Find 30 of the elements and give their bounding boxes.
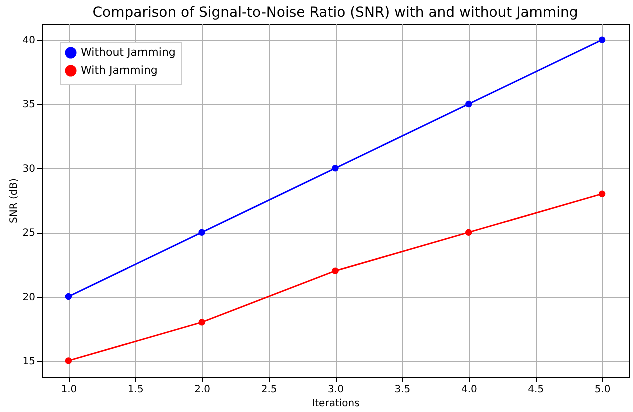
y-tick-label: 15	[22, 356, 36, 368]
x-tick-label: 5.0	[594, 384, 611, 396]
y-tick-label: 30	[22, 164, 36, 175]
y-tick-label: 35	[22, 100, 36, 111]
point	[598, 190, 606, 198]
x-tick-label: 2.5	[261, 384, 278, 396]
x-tick-label: 4.0	[461, 384, 478, 396]
point	[466, 100, 472, 108]
point	[65, 293, 72, 300]
chart-title: Comparison of Signal-to-Noise Ratio (SNR) with and without Jamming	[92, 5, 578, 21]
point	[198, 319, 206, 326]
x-tick-label: 3.0	[328, 384, 344, 396]
point	[598, 36, 606, 44]
x-tick-label: 2.0	[194, 384, 211, 396]
legend-label: Without Jamming	[81, 46, 176, 59]
x-axis-title: Iterations	[312, 398, 360, 410]
x-tick-label: 4.5	[528, 384, 544, 396]
y-tick-label: 20	[22, 292, 36, 304]
x-tick-label: 1.5	[128, 384, 144, 396]
point	[466, 229, 472, 236]
y-tick-label: 25	[22, 228, 36, 240]
x-tick-label: 1.0	[61, 384, 78, 396]
x-tick-label: 3.5	[394, 384, 411, 396]
point	[332, 268, 339, 274]
point	[332, 165, 339, 172]
y-axis-title: SNR (dB)	[8, 178, 20, 224]
point	[65, 358, 72, 364]
legend-label: With Jamming	[81, 64, 158, 77]
y-tick-label: 40	[22, 36, 36, 47]
point	[198, 229, 206, 236]
